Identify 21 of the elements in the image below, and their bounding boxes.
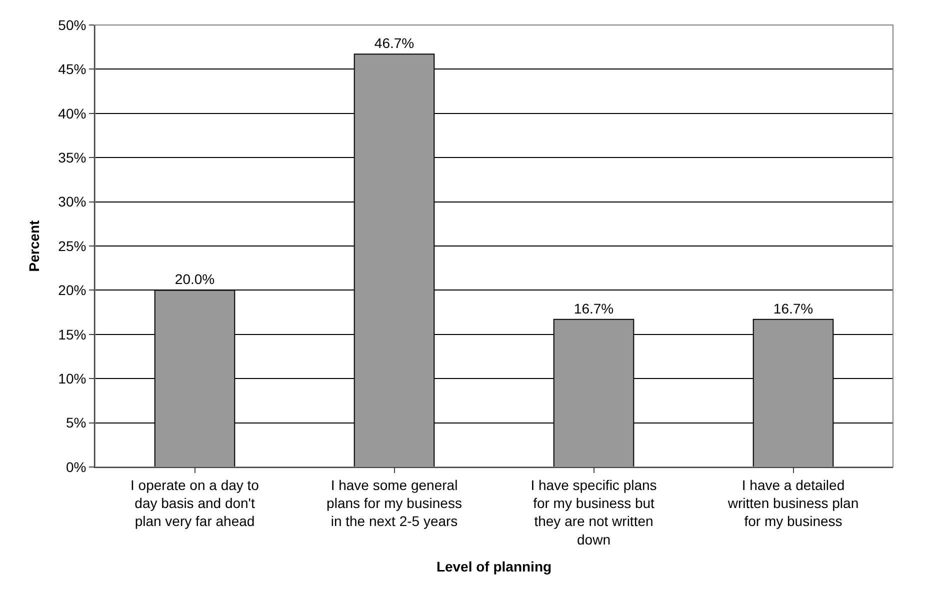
y-axis-title: Percent: [26, 220, 42, 272]
y-tick-label: 30%: [58, 194, 86, 210]
data-label: 20.0%: [174, 271, 215, 288]
y-tick-label: 10%: [58, 370, 86, 386]
y-tick-label: 20%: [58, 282, 86, 298]
x-tick-label: I have some general plans for my business in the next 2-5 years: [326, 476, 462, 530]
y-tick-label: 0%: [66, 458, 86, 475]
x-tick-label: I have specific plans for my business but they are not written down: [530, 476, 657, 548]
y-tick-label: 40%: [58, 105, 86, 122]
data-label: 16.7%: [773, 300, 814, 316]
data-label: 16.7%: [574, 300, 614, 316]
x-tick-label: I have a detailed written business plan for my business: [726, 476, 859, 530]
y-tick-label: 15%: [58, 326, 86, 342]
y-tick-label: 50%: [58, 16, 86, 33]
y-tick-label: 35%: [58, 150, 86, 166]
y-tick-label: 25%: [58, 238, 86, 254]
y-tick-label: 5%: [66, 414, 86, 431]
data-label: 46.7%: [374, 35, 414, 52]
x-tick-label: I operate on a day to day basis and don't plan very far ahead: [130, 476, 260, 530]
y-tick-label: 45%: [58, 61, 86, 78]
x-axis-title: Level of planning: [436, 558, 552, 575]
